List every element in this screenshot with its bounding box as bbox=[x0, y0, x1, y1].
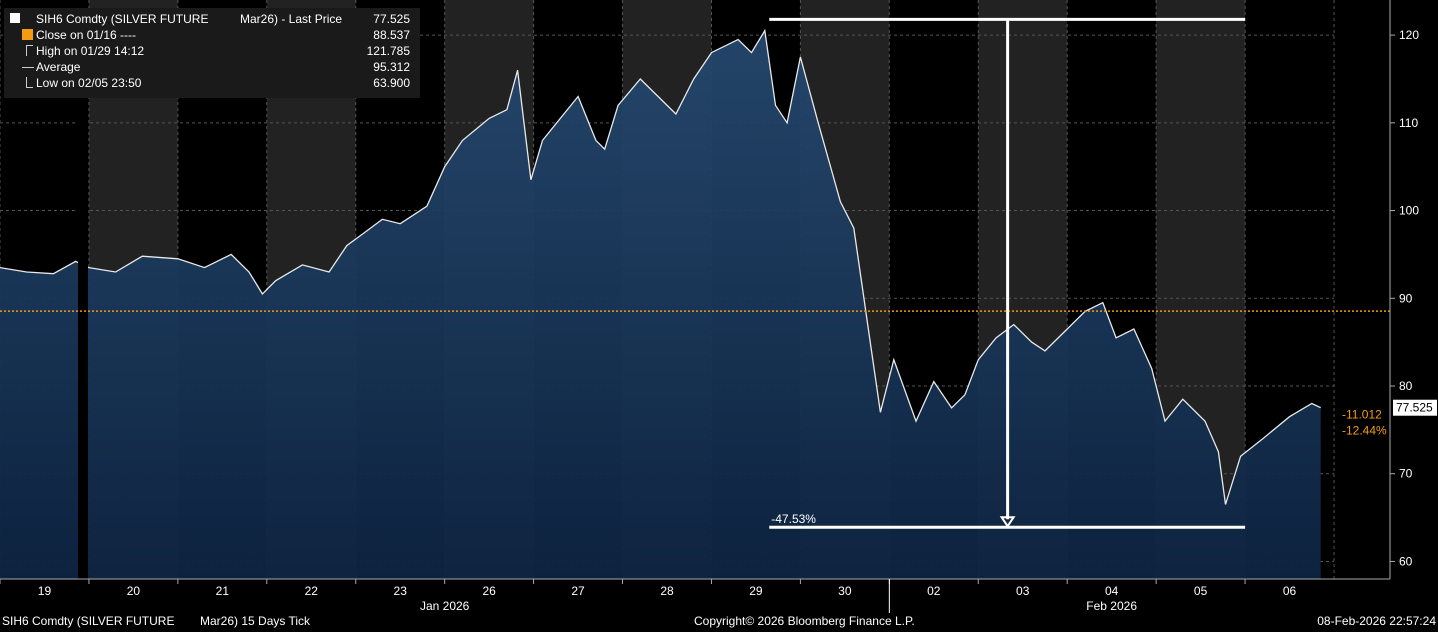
x-tick-label: 28 bbox=[660, 584, 674, 598]
legend-row-average: Average 95.312 bbox=[4, 59, 414, 75]
series-swatch-icon bbox=[10, 13, 20, 23]
legend-row-value: 63.900 bbox=[373, 76, 410, 90]
y-tick-label: 100 bbox=[1399, 204, 1419, 218]
drawdown-label: -47.53% bbox=[771, 512, 816, 526]
legend-row-value: 95.312 bbox=[373, 60, 410, 74]
x-axis: 19 20 21 22 23 26 27 28 29 30 02 03 04 05 06 Jan 2026 Fe… bbox=[0, 578, 1390, 613]
legend-row-low: Low on 02/05 23:50 63.900 bbox=[4, 75, 414, 91]
x-tick-label: 27 bbox=[571, 584, 585, 598]
x-tick-label: 26 bbox=[482, 584, 496, 598]
x-tick-label: 02 bbox=[927, 584, 941, 598]
change-abs-label: -11.012 bbox=[1342, 408, 1382, 422]
legend-title-row: SIH6 Comdty (SILVER FUTURE Mar26) - Last… bbox=[4, 11, 414, 27]
y-tick-label: 80 bbox=[1399, 379, 1413, 393]
x-tick-label: 30 bbox=[838, 584, 852, 598]
month-label: Jan 2026 bbox=[420, 599, 470, 613]
y-tick-label: 70 bbox=[1399, 467, 1413, 481]
y-axis: 120 110 100 90 80 70 60 77.525 -11.012 -12.44% bbox=[1342, 0, 1437, 579]
legend-row-value: 88.537 bbox=[373, 28, 410, 42]
y-tick-label: 90 bbox=[1399, 291, 1413, 305]
x-tick-label: 03 bbox=[1016, 584, 1030, 598]
x-tick-label: 22 bbox=[305, 584, 319, 598]
session-gap bbox=[78, 0, 88, 579]
drawdown-annotation: -47.53% bbox=[769, 17, 1246, 529]
footer-timestamp: 08-Feb-2026 22:57:24 bbox=[1317, 614, 1436, 628]
legend-contract: Mar26) - Last Price bbox=[240, 12, 343, 26]
average-line-icon bbox=[22, 67, 34, 68]
x-tick-label: 06 bbox=[1283, 584, 1297, 598]
legend-row-label: Low on 02/05 23:50 bbox=[36, 76, 142, 90]
y-tick-label: 120 bbox=[1399, 28, 1419, 42]
price-area-fill bbox=[0, 30, 1321, 579]
x-tick-label: 23 bbox=[394, 584, 408, 598]
high-marker-icon bbox=[26, 45, 33, 56]
y-tick-label: 110 bbox=[1399, 116, 1418, 130]
legend-row-high: High on 01/29 14:12 121.785 bbox=[4, 43, 414, 59]
month-label: Feb 2026 bbox=[1086, 599, 1137, 613]
footer-range: Mar26) 15 Days Tick bbox=[200, 614, 311, 628]
footer-ticker: SIH6 Comdty (SILVER FUTURE bbox=[2, 614, 175, 628]
price-line bbox=[0, 28, 1321, 505]
price-area bbox=[0, 0, 1321, 579]
low-marker-icon bbox=[26, 77, 33, 88]
x-tick-label: 19 bbox=[38, 584, 52, 598]
last-price-tag bbox=[1393, 399, 1437, 416]
legend-row-label: Average bbox=[36, 60, 81, 74]
legend-row-label: High on 01/29 14:12 bbox=[36, 44, 145, 58]
legend-row-value: 121.785 bbox=[366, 44, 410, 58]
close-swatch-icon bbox=[22, 29, 33, 40]
x-tick-label: 21 bbox=[216, 584, 230, 598]
change-pct-label: -12.44% bbox=[1342, 424, 1387, 438]
last-price-label: 77.525 bbox=[1396, 401, 1433, 415]
x-tick-label: 05 bbox=[1194, 584, 1208, 598]
drawdown-arrowhead-icon bbox=[999, 516, 1016, 529]
x-tick-label: 20 bbox=[127, 584, 141, 598]
y-tick-label: 60 bbox=[1399, 554, 1413, 568]
legend-row-close: Close on 01/16 ---- 88.537 bbox=[4, 27, 414, 43]
x-tick-label: 04 bbox=[1105, 584, 1119, 598]
x-tick-label: 29 bbox=[749, 584, 763, 598]
legend-panel: SIH6 Comdty (SILVER FUTURE Mar26) - Last… bbox=[4, 8, 420, 98]
legend-last-value: 77.525 bbox=[373, 12, 410, 26]
legend-row-label: Close on 01/16 ---- bbox=[36, 28, 137, 42]
legend-title: SIH6 Comdty (SILVER FUTURE bbox=[36, 12, 209, 26]
footer-copyright: Copyright© 2026 Bloomberg Finance L.P. bbox=[694, 614, 915, 628]
